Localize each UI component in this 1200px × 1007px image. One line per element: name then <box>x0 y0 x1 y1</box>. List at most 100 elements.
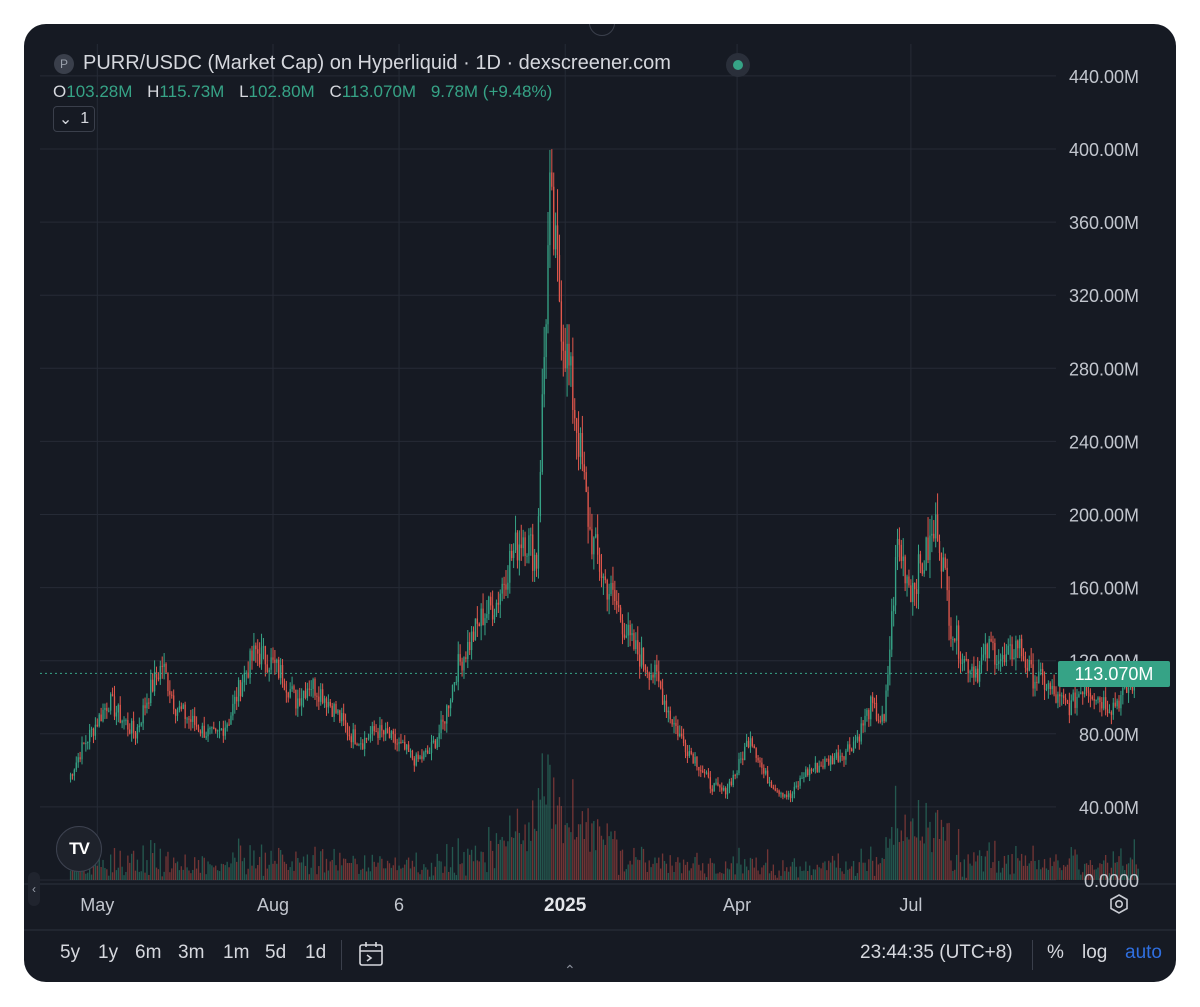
timeframe-3m-button[interactable]: 3m <box>178 942 205 963</box>
candle-body <box>436 738 438 748</box>
candle-body <box>1099 697 1101 703</box>
timeframe-1m-button[interactable]: 1m <box>223 942 250 963</box>
candle-body <box>686 752 689 757</box>
candle-body <box>642 647 645 665</box>
volume-bar <box>463 852 465 880</box>
candle-body <box>786 794 788 798</box>
candle-body <box>669 710 671 720</box>
candle-body <box>400 742 402 744</box>
volume-bar <box>415 852 417 880</box>
candle-body <box>644 664 647 670</box>
chart-canvas[interactable]: 0.000040.00M80.00M120.00M160.00M200.00M2… <box>24 24 1176 982</box>
candle-body <box>797 785 799 787</box>
volume-bar <box>583 838 585 880</box>
candle-body <box>556 225 559 256</box>
candle-body <box>868 710 870 720</box>
candle-body <box>1125 683 1128 693</box>
candle-body <box>293 686 295 690</box>
x-tick-label: Jul <box>899 895 922 915</box>
candle-body <box>194 715 196 725</box>
candle-body <box>1019 638 1021 649</box>
volume-bar <box>912 818 914 880</box>
volume-bar <box>411 860 414 880</box>
volume-bar <box>131 853 133 880</box>
candle-body <box>165 663 167 673</box>
percent-scale-button[interactable]: % <box>1047 942 1064 963</box>
candle-body <box>83 742 85 744</box>
volume-bar <box>1110 867 1113 880</box>
low-label: L <box>239 82 249 101</box>
volume-bar <box>894 785 897 880</box>
candle-body <box>617 604 620 608</box>
volume-bar <box>451 846 454 880</box>
volume-bar <box>226 861 228 880</box>
volume-bar <box>90 874 93 880</box>
clock-timezone[interactable]: 23:44:35 (UTC+8) <box>860 942 1013 963</box>
candle-body <box>104 707 106 710</box>
candle-body <box>822 765 824 768</box>
candle-body <box>335 704 337 713</box>
candle-body <box>575 418 578 433</box>
candle-body <box>451 684 454 701</box>
volume-bar <box>409 868 412 880</box>
timeframe-1d-button[interactable]: 1d <box>305 942 327 963</box>
volume-bar <box>488 827 490 880</box>
tradingview-logo-icon[interactable]: TV <box>56 826 102 872</box>
timeframe-6m-button[interactable]: 6m <box>135 942 162 963</box>
candle-body <box>1059 694 1061 697</box>
candle-body <box>493 615 496 620</box>
candle-body <box>954 638 956 641</box>
volume-bar <box>482 852 484 880</box>
collapse-indicators-button[interactable]: ⌄ 1 <box>53 106 95 132</box>
go-to-date-calendar-icon[interactable] <box>357 940 385 968</box>
candle-body <box>129 729 131 734</box>
timeframe-5y-button[interactable]: 5y <box>60 942 81 963</box>
volume-bar <box>1017 858 1019 880</box>
volume-bar <box>150 840 152 880</box>
candle-body <box>1061 695 1063 697</box>
x-tick-label: Apr <box>723 895 751 915</box>
candle-body <box>553 186 555 250</box>
volume-bar <box>774 875 776 880</box>
settings-gear-icon[interactable] <box>1108 893 1130 915</box>
volume-bar <box>828 860 830 880</box>
volume-bar <box>209 864 211 880</box>
candle-body <box>870 696 872 720</box>
volume-bar <box>1066 864 1069 880</box>
candle-body <box>461 661 463 671</box>
candle-body <box>912 582 914 602</box>
log-scale-button[interactable]: log <box>1082 942 1108 963</box>
volume-bar <box>541 753 543 880</box>
chevron-up-icon[interactable]: ⌃ <box>564 962 576 978</box>
candle-body <box>656 664 658 672</box>
volume-bar <box>1026 865 1029 880</box>
volume-bar <box>407 857 410 880</box>
candle-body <box>1127 687 1130 693</box>
volume-bar <box>417 872 419 880</box>
volume-bar <box>793 858 796 880</box>
y-tick-label: 360.00M <box>1069 213 1139 233</box>
volume-bar <box>818 867 820 880</box>
candle-body <box>197 726 200 732</box>
candle-body <box>350 736 352 743</box>
timeframe-5d-button[interactable]: 5d <box>265 942 287 963</box>
candle-body <box>514 532 517 551</box>
candle-body <box>331 705 333 717</box>
candle-body <box>616 601 618 605</box>
volume-bar <box>1116 862 1118 880</box>
volume-bar <box>619 850 622 880</box>
auto-scale-button[interactable]: auto <box>1125 942 1162 963</box>
candle-body <box>1030 660 1032 665</box>
volume-bar <box>495 833 498 880</box>
volume-bar <box>247 868 249 880</box>
volume-bar <box>404 864 406 880</box>
candle-body <box>102 709 104 722</box>
timeframe-1y-button[interactable]: 1y <box>98 942 119 963</box>
candle-body <box>1122 687 1124 695</box>
chevron-left-icon[interactable]: ‹ <box>28 872 40 906</box>
volume-bar <box>812 869 815 880</box>
candle-body <box>518 544 521 561</box>
candle-body <box>482 608 484 626</box>
candle-body <box>860 723 862 742</box>
candle-body <box>218 729 221 731</box>
